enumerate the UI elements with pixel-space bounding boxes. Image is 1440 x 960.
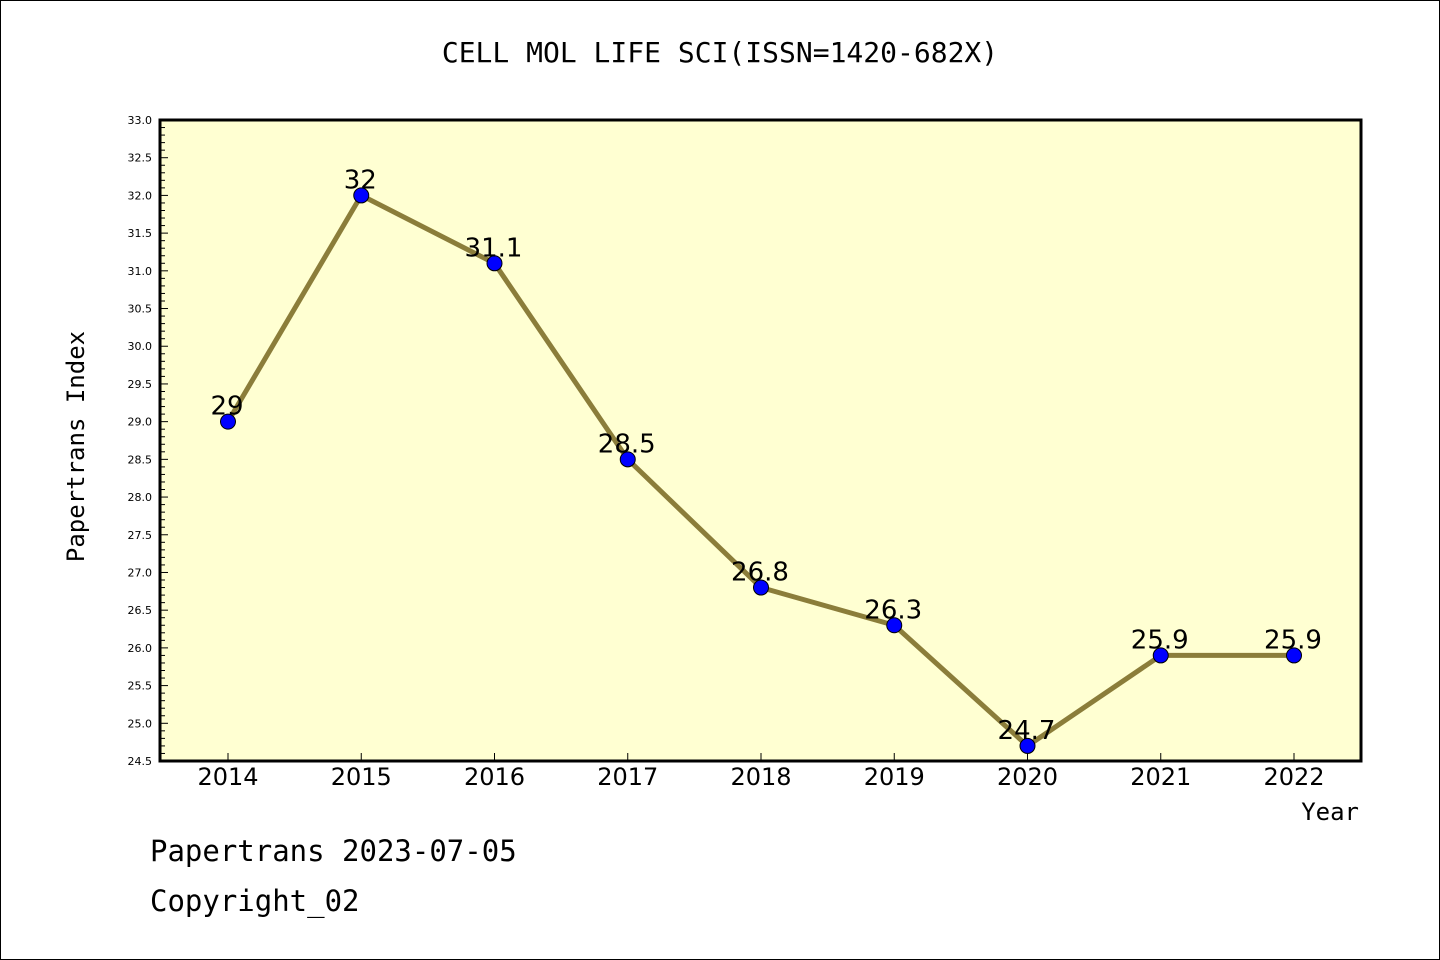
- data-point: [353, 187, 370, 204]
- x-tick-label: 2017: [597, 763, 658, 791]
- footer-copyright: Copyright_02: [150, 884, 360, 918]
- x-tick-label: 2022: [1263, 763, 1324, 791]
- y-axis-label: Papertrans Index: [62, 331, 90, 562]
- data-label: 26.3: [864, 595, 922, 625]
- data-label: 29: [210, 392, 243, 422]
- y-tick-label: 31.0: [128, 265, 153, 278]
- data-point: [1152, 647, 1169, 664]
- y-tick-label: 24.5: [128, 755, 153, 768]
- data-point: [220, 413, 236, 430]
- data-label: 25.9: [1131, 625, 1189, 655]
- y-tick-label: 27.5: [128, 529, 153, 542]
- plot-area: [160, 120, 1361, 761]
- data-label: 25.9: [1264, 625, 1322, 655]
- y-tick-label: 25.5: [128, 680, 153, 693]
- data-label: 32: [344, 165, 377, 195]
- y-tick-label: 25.0: [128, 717, 153, 730]
- x-tick-label: 2014: [197, 763, 258, 791]
- data-label: 26.8: [731, 558, 789, 588]
- x-axis: 2014 2015 2016 2017 2018 2019 2020 2021 2022: [197, 753, 1325, 791]
- data-labels: 29 32 31.1 28.5 26.8 26.3 24.7 25.9 25.9: [210, 165, 1321, 746]
- y-tick-label: 27.0: [128, 566, 153, 579]
- data-label: 24.7: [998, 716, 1056, 746]
- data-point: [1019, 737, 1036, 754]
- x-tick-label: 2019: [864, 763, 925, 791]
- chart-title: CELL MOL LIFE SCI(ISSN=1420-682X): [441, 36, 999, 69]
- y-tick-label: 30.5: [128, 303, 153, 316]
- x-axis-label: Year: [1301, 798, 1359, 826]
- y-tick-label: 28.0: [128, 491, 153, 504]
- data-point: [753, 579, 769, 596]
- data-point: [619, 451, 636, 468]
- data-label: 31.1: [465, 233, 523, 263]
- y-tick-label: 32.0: [128, 189, 153, 202]
- y-tick-label: 28.5: [128, 453, 153, 466]
- x-tick-label: 2016: [464, 763, 525, 791]
- y-tick-label: 32.5: [128, 152, 153, 165]
- x-tick-label: 2021: [1130, 763, 1191, 791]
- y-tick-label: 26.5: [128, 604, 153, 617]
- y-tick-label: 31.5: [128, 227, 153, 240]
- series-layer: [220, 187, 1302, 754]
- x-tick-label: 2020: [997, 763, 1058, 791]
- y-tick-label: 26.0: [128, 642, 153, 655]
- data-point: [886, 617, 903, 634]
- footer-date: Papertrans 2023-07-05: [150, 834, 517, 868]
- plot-frame: [158, 118, 1363, 763]
- y-tick-label: 30.0: [128, 340, 153, 353]
- data-point: [1286, 647, 1302, 664]
- y-tick-label: 33.0: [128, 114, 153, 127]
- data-point: [486, 255, 503, 272]
- x-tick-label: 2018: [730, 763, 791, 791]
- x-tick-label: 2015: [331, 763, 392, 791]
- data-label: 28.5: [598, 429, 656, 459]
- y-axis: 24.5 25.0 25.5 26.0 26.5 27.0 27.5 28.0 28.5 29.0…: [128, 114, 168, 768]
- y-tick-label: 29.0: [128, 416, 153, 429]
- y-tick-label: 29.5: [128, 378, 153, 391]
